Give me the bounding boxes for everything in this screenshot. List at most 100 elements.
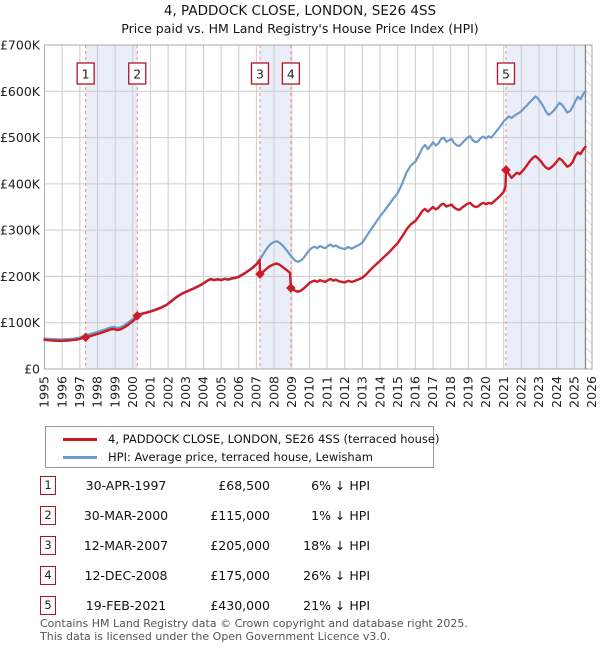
future-hatch-region: [585, 45, 592, 369]
x-axis-tick-label: 2008: [266, 376, 281, 408]
sale-number-box: [281, 62, 301, 85]
x-axis-tick-label: 2006: [231, 376, 246, 408]
x-axis-tick-label: 2016: [408, 376, 423, 408]
sale-vs-hpi: 6% ↓ HPI: [311, 477, 370, 493]
sale-marker-diamond: [255, 269, 265, 279]
x-axis-tick-label: 2015: [390, 376, 405, 408]
sale-vs-hpi: 26% ↓ HPI: [303, 567, 370, 583]
sale-number-badge: 5: [40, 595, 56, 615]
ownership-band: [505, 45, 586, 369]
sale-number-box-label: 3: [256, 67, 264, 82]
ownership-band: [85, 45, 138, 369]
sale-marker-diamond: [80, 332, 91, 343]
x-axis-tick-label: 2012: [337, 376, 352, 408]
chart-legend: 4, PADDOCK CLOSE, LONDON, SE26 4SS (terr…: [45, 426, 439, 468]
plot-border: [44, 44, 593, 370]
sale-price: £115,000: [210, 507, 270, 523]
x-axis-tick-label: 2018: [443, 376, 458, 408]
sale-number-box: [76, 62, 95, 85]
legend-property-label: 4, PADDOCK CLOSE, LONDON, SE26 4SS (terr…: [108, 432, 440, 446]
sale-number-box: [250, 62, 270, 85]
sale-vs-hpi: 21% ↓ HPI: [303, 597, 370, 613]
x-axis-tick-label: 1998: [90, 376, 105, 408]
sale-date: 12-MAR-2007: [83, 537, 169, 553]
x-axis-tick-label: 2005: [213, 376, 228, 408]
x-axis-tick-label: 2010: [302, 376, 317, 408]
sale-marker-diamond: [286, 283, 296, 293]
x-axis-tick-label: 2007: [249, 376, 264, 408]
sale-vs-hpi: 18% ↓ HPI: [303, 537, 370, 553]
sale-number-box: [496, 62, 516, 85]
sale-row-4: 4 12-DEC-2008 £175,000 26% ↓ HPI: [40, 560, 380, 590]
chart-title: 4, PADDOCK CLOSE, LONDON, SE26 4SS: [163, 3, 437, 19]
x-axis-tick-label: 2023: [531, 376, 546, 408]
legend-row-property: 4, PADDOCK CLOSE, LONDON, SE26 4SS (terr…: [63, 430, 439, 448]
sale-price: £205,000: [210, 537, 270, 553]
sale-date: 12-DEC-2008: [84, 567, 168, 583]
x-axis-tick-label: 1996: [54, 376, 69, 408]
sale-row-3: 3 12-MAR-2007 £205,000 18% ↓ HPI: [40, 530, 380, 560]
x-axis-tick-label: 2002: [160, 376, 175, 408]
x-axis-tick-label: 1995: [37, 376, 52, 408]
y-axis-tick-label: £700K: [0, 38, 41, 53]
x-axis-tick-label: 1999: [107, 376, 122, 408]
sale-date: 19-FEB-2021: [85, 597, 167, 613]
sale-row-5: 5 19-FEB-2021 £430,000 21% ↓ HPI: [40, 590, 380, 620]
y-axis-tick-label: £0: [24, 362, 40, 377]
x-axis-tick-label: 2021: [496, 376, 511, 408]
price-paid-line: [43, 145, 587, 342]
y-axis-tick-label: £100K: [0, 315, 41, 330]
sale-price: £430,000: [210, 597, 270, 613]
sales-table: 1 30-APR-1997 £68,500 6% ↓ HPI 2 30-MAR-…: [40, 470, 380, 620]
y-axis-tick-label: £600K: [0, 84, 41, 99]
sale-marker-diamond: [501, 165, 511, 175]
sale-number-box-label: 5: [502, 67, 510, 82]
x-axis-tick-label: 2001: [143, 376, 158, 408]
x-axis-tick-label: 2019: [461, 376, 476, 408]
chart-subtitle: Price paid vs. HM Land Registry's House …: [121, 21, 479, 36]
x-axis-tick-label: 2020: [478, 376, 493, 408]
y-axis-tick-label: £500K: [0, 130, 41, 145]
x-axis-tick-label: 2014: [372, 376, 387, 408]
x-axis-tick-label: 2024: [549, 376, 564, 408]
footer-licence-line: This data is licensed under the Open Gov…: [40, 630, 391, 643]
sale-number-badge: 3: [40, 535, 56, 555]
sale-date: 30-APR-1997: [85, 477, 167, 493]
sale-row-1: 1 30-APR-1997 £68,500 6% ↓ HPI: [40, 470, 380, 500]
sale-row-2: 2 30-MAR-2000 £115,000 1% ↓ HPI: [40, 500, 380, 530]
y-axis-tick-label: £200K: [0, 269, 41, 284]
x-axis-tick-label: 2011: [319, 376, 334, 408]
y-axis-tick-label: £400K: [0, 176, 41, 191]
sale-number-badge: 2: [40, 505, 56, 525]
sale-number-box-label: 1: [82, 67, 90, 82]
x-axis-tick-label: 2009: [284, 376, 299, 408]
sale-price: £175,000: [210, 567, 270, 583]
sale-number-box-label: 4: [287, 67, 295, 82]
legend-row-hpi: HPI: Average price, terraced house, Lewi…: [63, 448, 433, 466]
sale-number-box: [128, 62, 147, 85]
x-axis-tick-label: 2025: [567, 376, 582, 408]
sale-marker-diamond: [132, 310, 143, 321]
ownership-band: [259, 45, 291, 369]
legend-property-line: [63, 437, 97, 441]
footer: Contains HM Land Registry data © Crown c…: [40, 617, 468, 643]
legend-hpi-label: HPI: Average price, terraced house, Lewi…: [108, 450, 373, 464]
x-axis-tick-label: 2017: [425, 376, 440, 408]
x-axis-tick-label: 2003: [178, 376, 193, 408]
sale-number-badge: 1: [40, 475, 56, 495]
footer-copyright-line: Contains HM Land Registry data © Crown c…: [40, 617, 468, 630]
sale-number-box-label: 2: [133, 67, 141, 82]
x-axis-tick-label: 2004: [196, 376, 211, 408]
x-axis-tick-label: 2013: [355, 376, 370, 408]
sale-price: £68,500: [218, 477, 270, 493]
x-axis-tick-label: 1997: [72, 376, 87, 408]
x-axis-tick-label: 2026: [584, 376, 599, 408]
x-axis-tick-label: 2022: [514, 376, 529, 408]
sale-number-badge: 4: [40, 565, 56, 585]
y-axis-tick-label: £300K: [0, 223, 41, 238]
sale-vs-hpi: 1% ↓ HPI: [311, 507, 370, 523]
x-axis-tick-label: 2000: [125, 376, 140, 408]
legend-hpi-line: [63, 455, 97, 459]
